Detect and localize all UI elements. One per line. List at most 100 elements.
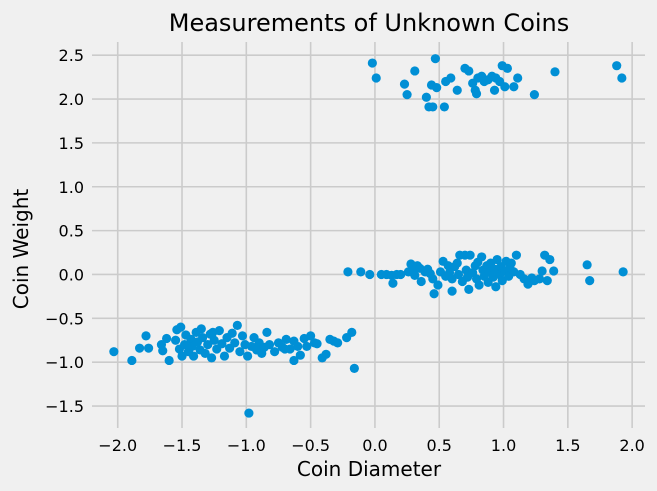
x-tick-label: −0.5 — [291, 436, 330, 455]
data-point — [371, 73, 381, 83]
data-point — [312, 339, 322, 349]
data-point — [321, 349, 331, 359]
data-point — [582, 260, 592, 270]
data-point — [280, 344, 290, 354]
data-point — [293, 341, 303, 352]
x-tick-label: −2.0 — [98, 436, 137, 455]
data-point — [237, 331, 248, 341]
data-point — [513, 73, 523, 83]
data-point — [208, 327, 218, 337]
y-tick-label: 2.5 — [59, 46, 84, 65]
data-point — [432, 83, 442, 93]
data-point — [529, 90, 540, 100]
data-point — [585, 276, 595, 286]
data-point — [217, 339, 227, 349]
data-point — [188, 351, 199, 361]
data-point — [295, 350, 305, 360]
data-point — [230, 338, 240, 348]
data-point — [428, 102, 438, 112]
data-point — [447, 274, 457, 284]
data-point — [439, 102, 449, 112]
x-tick-label: 1.5 — [555, 436, 580, 455]
x-tick-label: 0.5 — [427, 436, 452, 455]
data-point — [232, 320, 242, 330]
chart-title: Measurements of Unknown Coins — [169, 9, 570, 37]
y-axis-label: Coin Weight — [9, 189, 33, 310]
data-point — [227, 328, 237, 338]
data-point — [464, 66, 474, 76]
data-point — [219, 351, 230, 361]
data-point — [542, 276, 552, 286]
data-point — [161, 333, 172, 344]
data-point — [399, 79, 410, 89]
x-tick-label: 1.0 — [491, 436, 516, 455]
data-point — [509, 82, 519, 92]
grid-lines — [92, 42, 645, 428]
data-point — [471, 89, 482, 99]
data-point — [421, 92, 431, 102]
data-point — [452, 85, 462, 95]
data-point — [196, 324, 206, 334]
data-point — [428, 274, 438, 284]
y-tick-label: 2.0 — [59, 90, 84, 109]
data-point — [281, 334, 291, 344]
data-point — [465, 250, 475, 260]
data-point — [270, 347, 280, 357]
y-tick-label: −1.5 — [45, 397, 84, 416]
x-tick-label: −1.5 — [163, 436, 202, 455]
y-tick-label: −1.0 — [45, 353, 84, 372]
x-tick-label: 0.0 — [362, 436, 387, 455]
data-point — [141, 331, 151, 341]
data-point — [365, 269, 375, 280]
data-point — [176, 322, 186, 332]
data-point — [333, 338, 343, 348]
data-point — [453, 269, 464, 280]
data-point — [545, 254, 555, 265]
data-point — [264, 340, 275, 350]
data-point — [356, 267, 366, 277]
data-point — [502, 63, 512, 73]
data-point — [207, 353, 217, 363]
data-point — [446, 73, 456, 83]
data-point — [289, 355, 299, 366]
data-point — [617, 73, 627, 83]
data-point — [179, 340, 190, 350]
data-point — [416, 276, 426, 287]
data-point — [349, 363, 359, 373]
data-point — [143, 343, 154, 353]
data-point — [243, 351, 253, 361]
data-point — [612, 61, 622, 71]
data-point — [464, 284, 474, 294]
x-tick-label: 2.0 — [619, 436, 644, 455]
data-point — [177, 351, 187, 361]
data-point — [203, 340, 213, 350]
data-point — [109, 347, 119, 357]
data-point — [447, 286, 457, 296]
data-point — [497, 276, 507, 286]
y-tick-label: −0.5 — [45, 309, 84, 328]
data-point — [506, 258, 516, 268]
y-tick-label: 0.5 — [59, 222, 84, 241]
data-point — [396, 269, 406, 280]
data-point — [302, 341, 312, 352]
data-point — [367, 58, 377, 68]
y-tick-label: 1.0 — [59, 178, 84, 197]
data-point — [200, 348, 210, 359]
data-point — [262, 327, 272, 337]
data-point — [618, 267, 628, 277]
data-point — [198, 333, 208, 343]
y-tick-label: 1.5 — [59, 134, 84, 153]
data-point — [158, 346, 168, 356]
data-point — [388, 278, 398, 288]
data-point — [489, 85, 500, 95]
data-point — [134, 343, 145, 353]
data-point — [452, 258, 462, 268]
data-point — [306, 331, 316, 341]
x-axis-label: Coin Diameter — [297, 457, 442, 481]
y-tick-label: 0.0 — [59, 265, 84, 284]
x-tick-labels: −2.0 −1.5 −1.0 −0.5 0.0 0.5 1.0 1.5 2.0 — [98, 436, 645, 455]
data-points — [109, 54, 628, 418]
data-point — [474, 280, 484, 290]
